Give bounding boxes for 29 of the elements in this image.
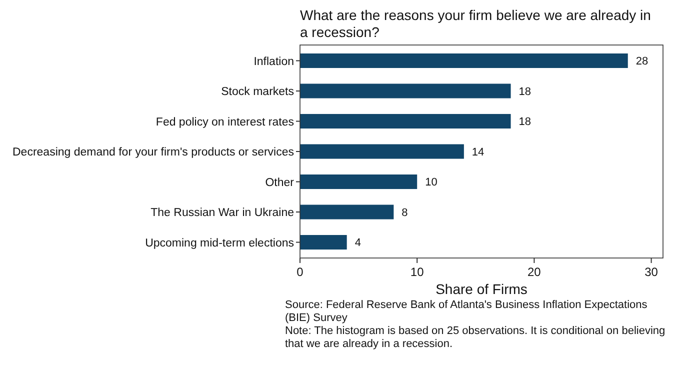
data-label: 18 — [518, 86, 532, 98]
y-tick-label: Decreasing demand for your firm's products or services — [12, 146, 294, 159]
x-tick-label: 20 — [528, 265, 542, 279]
y-tick-label: Stock markets — [221, 86, 294, 98]
bar — [300, 53, 628, 68]
x-tick-label: 30 — [644, 265, 658, 279]
data-label: 4 — [354, 237, 361, 250]
bar — [300, 84, 511, 98]
data-label: 8 — [402, 206, 408, 219]
data-label: 14 — [472, 146, 484, 158]
bar — [300, 144, 464, 159]
y-tick-label: Upcoming mid-term elections — [145, 237, 294, 250]
x-axis-title: Share of Firms — [436, 281, 528, 297]
data-label: 18 — [518, 116, 532, 128]
bar — [300, 114, 511, 129]
data-label: 10 — [425, 176, 438, 189]
text: Note: The histogram is based on 25 observations. It is conditional on believing that we are already in a recession. — [285, 325, 666, 350]
y-tick-label: The Russian War in Ukraine — [150, 207, 294, 220]
y-tick-label: Fed policy on interest rates — [156, 116, 294, 128]
source-note: Source: Federal Reserve Bank of Atlanta's Business Inflation Expectations (BIE) Survey — [285, 299, 648, 324]
bar — [300, 204, 394, 220]
y-tick-label: Inflation — [254, 56, 294, 68]
chart-title: What are the reasons your firm believe we are already in a recession? — [300, 7, 651, 40]
bar — [300, 235, 347, 250]
data-label: 28 — [636, 56, 648, 68]
x-tick-label: 10 — [410, 265, 424, 279]
x-tick-label: 0 — [296, 265, 304, 279]
y-tick-label: Other — [265, 176, 294, 189]
bar — [300, 174, 418, 190]
